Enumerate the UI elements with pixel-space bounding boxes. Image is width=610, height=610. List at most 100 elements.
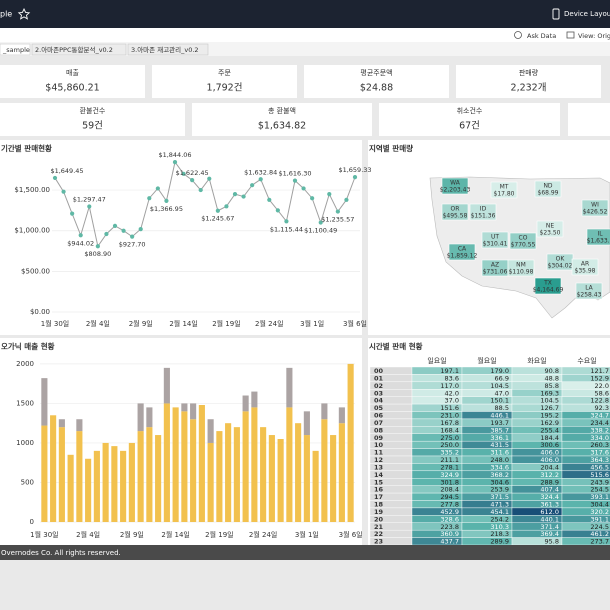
- bar-segment: [338, 423, 345, 522]
- heat-value: 431.5: [490, 441, 509, 449]
- tab-label[interactable]: 2.아마존PPC통합분석_v0.2: [35, 45, 113, 54]
- hour-label: 14: [374, 471, 384, 479]
- hour-label: 13: [374, 463, 383, 471]
- x-tick-label: 2월 9일: [129, 319, 153, 328]
- y-tick-label: 1500: [16, 399, 34, 407]
- bar-segment: [198, 405, 205, 522]
- heat-value: 304.4: [590, 501, 609, 509]
- tab[interactable]: [31, 43, 127, 56]
- sales-point: [61, 189, 66, 194]
- x-tick-label: 3월 6일: [343, 319, 367, 328]
- heat-value: 320.2: [590, 508, 609, 516]
- kpi-card: [192, 103, 372, 136]
- state-area: [586, 228, 610, 246]
- bar-segment: [286, 367, 293, 408]
- state-value: $2,203.43: [440, 187, 471, 194]
- bar-segment: [190, 419, 197, 522]
- x-tick-label: 2월 19일: [205, 530, 233, 539]
- heat-value: 37.0: [445, 397, 459, 405]
- kpi-label: 판매량: [519, 68, 539, 77]
- heat-value: 335.2: [440, 449, 459, 457]
- tab-label[interactable]: 3.아마존 재고관리_v0.2: [131, 45, 199, 54]
- hour-label: 07: [374, 419, 383, 427]
- heat-value: 88.5: [495, 404, 509, 412]
- tab[interactable]: [0, 43, 31, 56]
- hour-label: 05: [374, 404, 384, 412]
- favorite-icon[interactable]: [17, 7, 31, 20]
- kpi-label: 환불건수: [80, 106, 106, 115]
- hour-label: 21: [374, 523, 384, 531]
- sales-point: [352, 175, 358, 180]
- heat-value: 104.5: [540, 397, 559, 405]
- heat-value: 371.5: [490, 493, 509, 501]
- sales-line: [54, 160, 356, 248]
- bar-segment: [137, 431, 144, 522]
- heat-value: 104.5: [490, 382, 509, 390]
- sales-point: [190, 178, 195, 183]
- bottom-area: [0, 560, 610, 610]
- state-area: [469, 203, 497, 221]
- bar-segment: [67, 454, 74, 522]
- panel: [0, 140, 362, 335]
- heat-value: 169.3: [540, 389, 559, 397]
- tab-label[interactable]: _sample: [2, 46, 30, 54]
- heat-value: 364.3: [590, 456, 609, 464]
- heat-value: 336.1: [490, 434, 509, 442]
- state-label: ND: [543, 183, 552, 190]
- heat-value: 311.6: [490, 449, 509, 457]
- state-area: [441, 203, 469, 221]
- heat-value: 273.7: [590, 538, 609, 546]
- hour-label: 06: [374, 412, 384, 420]
- heat-value: 301.8: [440, 478, 459, 486]
- bar-segment: [286, 407, 293, 522]
- state-label: ID: [480, 206, 487, 213]
- bar-segment: [312, 450, 319, 522]
- sales-point: [215, 208, 220, 213]
- x-tick-label: 2월 19일: [212, 319, 240, 328]
- bar-segment: [242, 411, 249, 522]
- bar-segment: [50, 415, 57, 522]
- hour-label: 18: [374, 501, 384, 509]
- bar-segment: [251, 407, 258, 522]
- view-original[interactable]: View: Origi: [578, 32, 610, 40]
- heat-value: 368.2: [490, 471, 509, 479]
- heat-value: 90.8: [545, 367, 559, 375]
- sales-point: [275, 208, 280, 213]
- device-layouts[interactable]: Device Layouts: [564, 10, 610, 18]
- heat-value: 369.4: [540, 530, 559, 538]
- bar-segment: [277, 439, 284, 522]
- heat-value: 95.8: [545, 538, 559, 546]
- y-tick-label: $1,500.00: [14, 186, 50, 194]
- heat-value: 151.6: [440, 404, 459, 412]
- heat-value: 121.7: [590, 367, 609, 375]
- bar-segment: [347, 363, 354, 522]
- state-value: $1,859.12: [447, 253, 478, 260]
- chart-title: 기간별 판매현황: [1, 143, 52, 153]
- data-label: $808.90: [84, 250, 111, 258]
- sales-point: [267, 197, 272, 202]
- hour-label: 00: [374, 367, 384, 375]
- bar-segment: [76, 419, 83, 432]
- bar-segment: [295, 423, 302, 522]
- tab[interactable]: [127, 43, 209, 56]
- ask-data[interactable]: Ask Data: [527, 32, 556, 40]
- heat-value: 300.6: [540, 441, 559, 449]
- bar-segment: [93, 450, 100, 522]
- y-tick-label: 500: [21, 478, 34, 486]
- hour-label: 09: [374, 434, 384, 442]
- heat-value: 92.3: [595, 404, 609, 412]
- x-tick-label: 3월 1일: [300, 319, 324, 328]
- hour-label: 15: [374, 478, 384, 486]
- state-value: $110.98: [509, 269, 534, 276]
- x-tick-label: 3월 1일: [295, 530, 319, 539]
- data-label: $944.02: [67, 239, 94, 247]
- heat-value: 117.0: [440, 382, 459, 390]
- kpi-value: $24.88: [360, 83, 393, 94]
- sales-point: [344, 197, 349, 202]
- heat-value: 167.8: [440, 419, 459, 427]
- sales-point: [241, 194, 246, 199]
- y-tick-label: $500.00: [21, 267, 50, 275]
- bar-segment: [233, 427, 240, 522]
- sales-point: [258, 177, 263, 182]
